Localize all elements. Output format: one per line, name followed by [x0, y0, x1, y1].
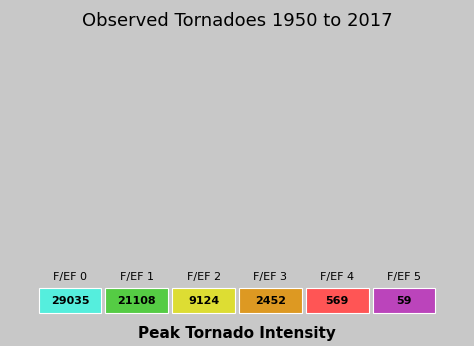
Text: F/EF 5: F/EF 5	[387, 272, 421, 282]
Text: F/EF 1: F/EF 1	[120, 272, 154, 282]
Text: F/EF 2: F/EF 2	[187, 272, 220, 282]
Text: F/EF 3: F/EF 3	[254, 272, 287, 282]
Text: 29035: 29035	[51, 296, 89, 306]
Text: 569: 569	[326, 296, 349, 306]
Text: Observed Tornadoes 1950 to 2017: Observed Tornadoes 1950 to 2017	[82, 12, 392, 30]
Text: 21108: 21108	[118, 296, 156, 306]
Text: 9124: 9124	[188, 296, 219, 306]
Text: 2452: 2452	[255, 296, 286, 306]
Text: F/EF 0: F/EF 0	[53, 272, 87, 282]
Text: 59: 59	[396, 296, 412, 306]
Text: F/EF 4: F/EF 4	[320, 272, 354, 282]
Text: Peak Tornado Intensity: Peak Tornado Intensity	[138, 326, 336, 341]
